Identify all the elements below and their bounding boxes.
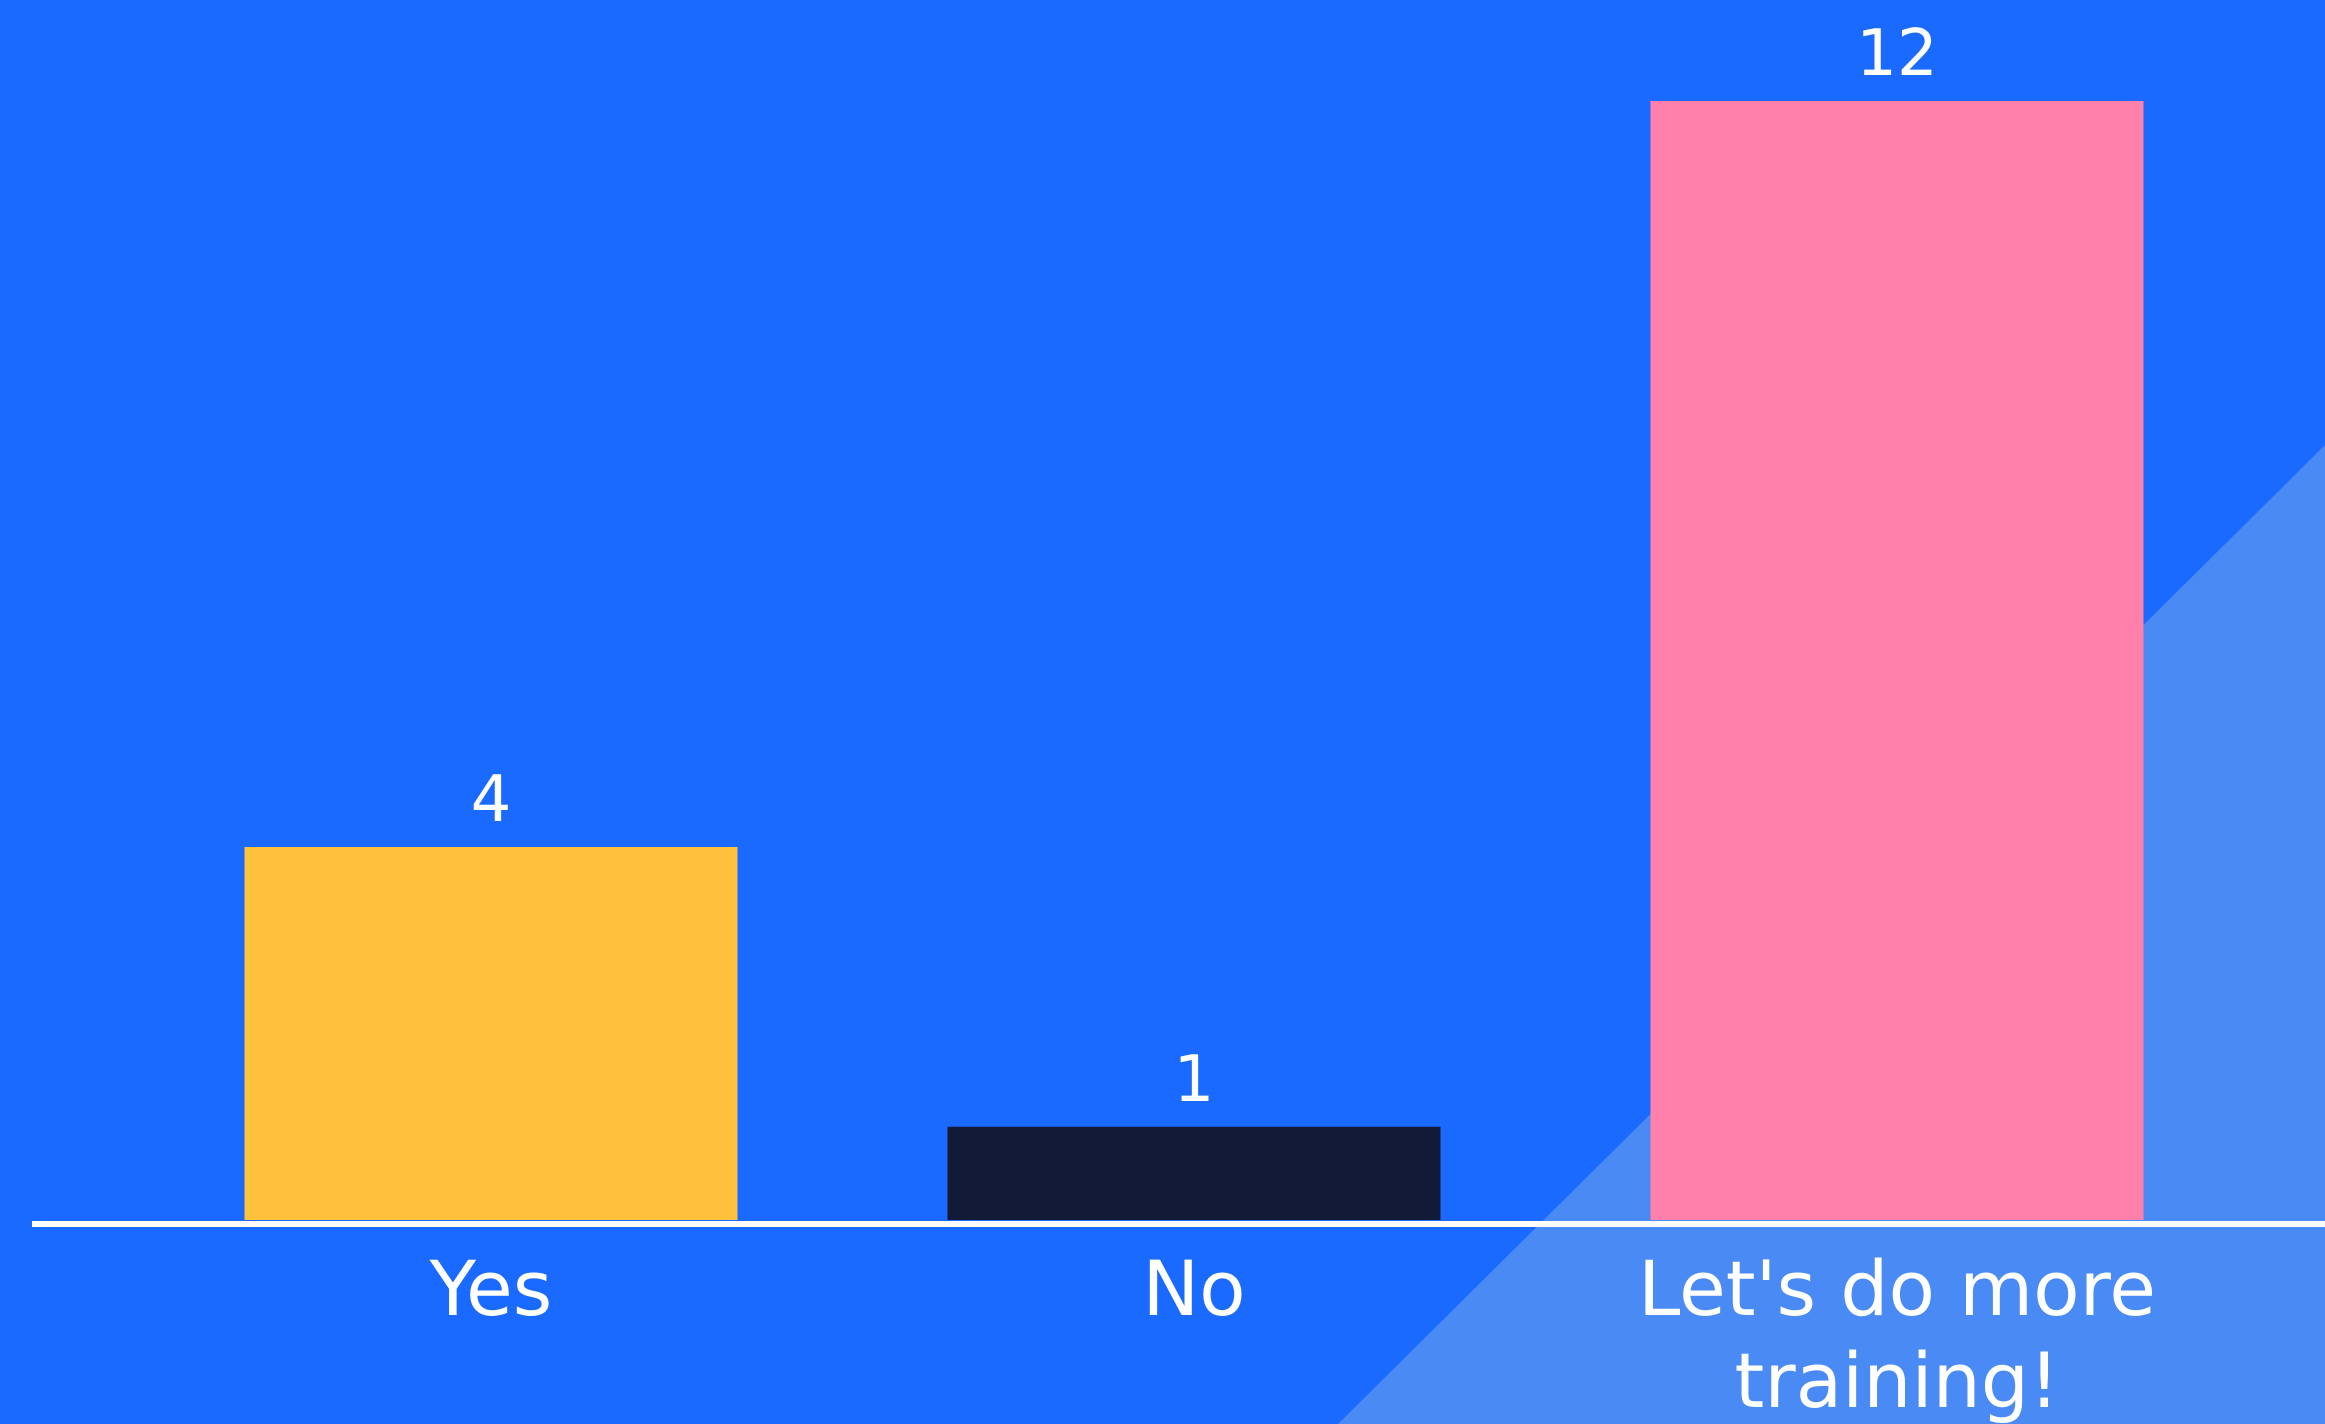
category-label-2-line-1: No — [1142, 1244, 1245, 1333]
bars-group — [244, 101, 2144, 1220]
data-label-3: 12 — [1856, 17, 1937, 91]
category-label-3: Let's do more training! — [1638, 1244, 2156, 1424]
labels-group: 4 Yes 1 No 12 Let's do more training! — [429, 17, 2156, 1424]
data-label-1: 4 — [471, 763, 512, 837]
category-label-1: Yes — [429, 1244, 553, 1333]
category-label-3-line-1: Let's do more — [1638, 1244, 2156, 1333]
bar-3 — [1650, 101, 2144, 1220]
category-label-3-line-2: training! — [1735, 1336, 2060, 1424]
category-label-2: No — [1142, 1244, 1245, 1333]
data-label-2: 1 — [1174, 1043, 1215, 1117]
category-label-1-line-1: Yes — [429, 1244, 553, 1333]
bar-2 — [947, 1126, 1441, 1220]
bar-1 — [244, 847, 738, 1220]
